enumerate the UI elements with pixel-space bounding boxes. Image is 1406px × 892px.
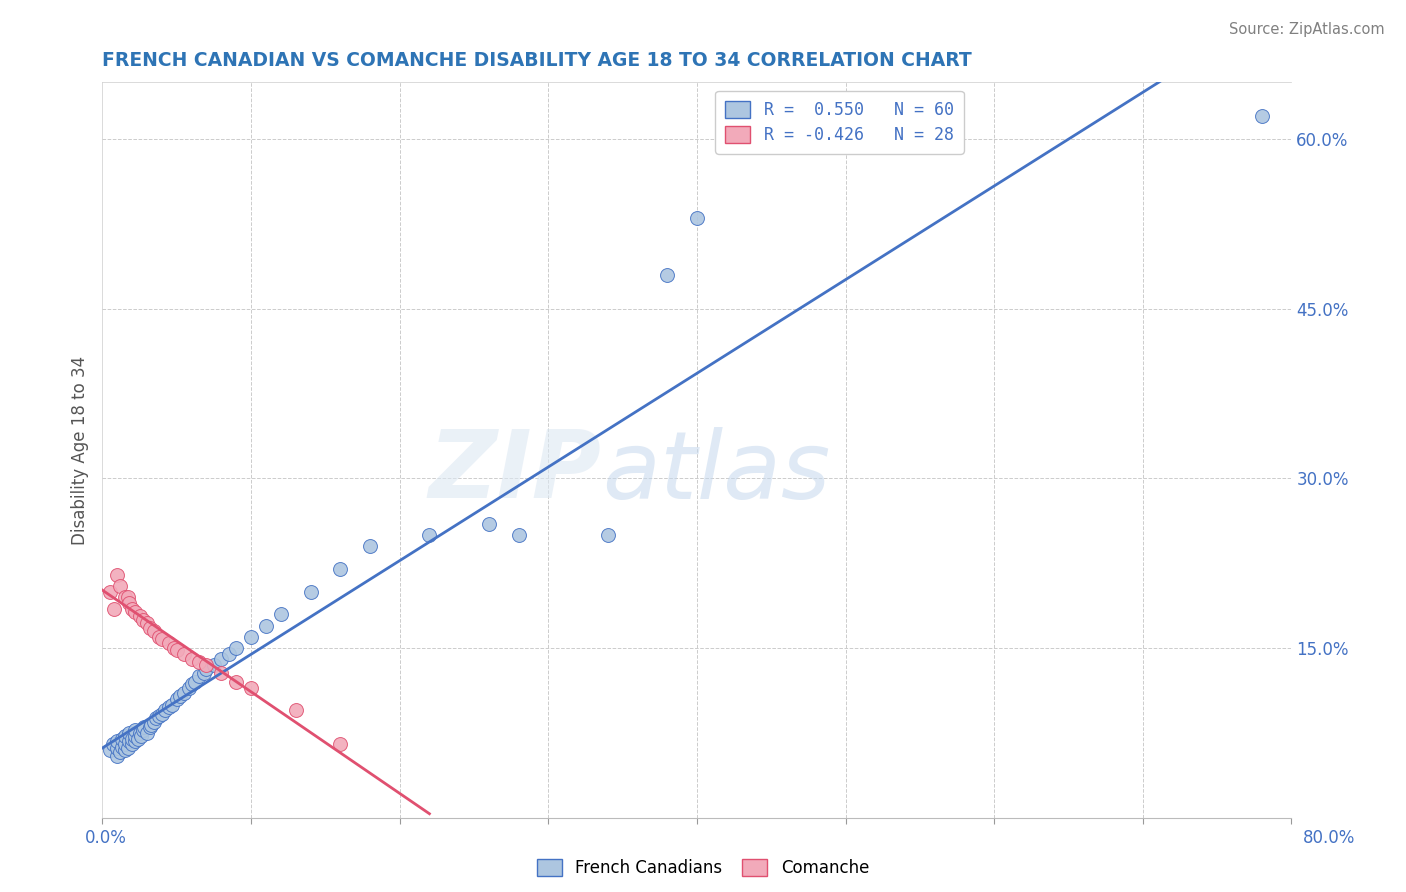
Point: [162, 698, 184, 712]
Point: [153, 703, 176, 717]
Point: [209, 652, 232, 666]
Point: [195, 661, 218, 675]
Point: [124, 730, 146, 744]
Point: [157, 700, 180, 714]
Point: [240, 630, 263, 644]
Point: [121, 601, 143, 615]
Point: [1250, 109, 1272, 123]
Text: 80.0%: 80.0%: [1302, 829, 1355, 847]
Point: [299, 584, 322, 599]
Point: [686, 211, 709, 226]
Point: [359, 539, 381, 553]
Point: [118, 734, 141, 748]
Point: [148, 630, 170, 644]
Point: [143, 714, 166, 729]
Point: [166, 692, 188, 706]
Point: [284, 703, 307, 717]
Point: [121, 731, 143, 746]
Point: [218, 647, 240, 661]
Point: [131, 613, 153, 627]
Point: [329, 562, 352, 576]
Point: [118, 596, 141, 610]
Point: [110, 745, 132, 759]
Point: [124, 723, 146, 737]
Point: [111, 739, 134, 754]
Point: [141, 718, 163, 732]
Point: [110, 579, 132, 593]
Point: [418, 528, 440, 542]
Point: [114, 591, 136, 605]
Text: Source: ZipAtlas.com: Source: ZipAtlas.com: [1229, 22, 1385, 37]
Point: [188, 669, 211, 683]
Point: [105, 748, 128, 763]
Point: [166, 643, 188, 657]
Point: [254, 618, 277, 632]
Point: [114, 743, 136, 757]
Point: [202, 658, 225, 673]
Point: [98, 743, 121, 757]
Point: [209, 666, 232, 681]
Point: [596, 528, 619, 542]
Point: [114, 730, 136, 744]
Point: [173, 647, 195, 661]
Point: [329, 737, 352, 751]
Point: [163, 641, 186, 656]
Point: [128, 609, 150, 624]
Point: [117, 591, 139, 605]
Point: [118, 726, 141, 740]
Point: [145, 711, 167, 725]
Point: [127, 731, 149, 746]
Point: [139, 621, 162, 635]
Point: [136, 616, 159, 631]
Legend: French Canadians, Comanche: French Canadians, Comanche: [530, 852, 876, 884]
Text: atlas: atlas: [602, 426, 830, 517]
Point: [193, 666, 215, 681]
Point: [121, 737, 143, 751]
Point: [98, 584, 121, 599]
Point: [105, 567, 128, 582]
Point: [225, 675, 247, 690]
Point: [124, 734, 146, 748]
Point: [169, 689, 191, 703]
Legend: R =  0.550   N = 60, R = -0.426   N = 28: R = 0.550 N = 60, R = -0.426 N = 28: [716, 91, 963, 153]
Point: [105, 734, 128, 748]
Point: [657, 268, 679, 282]
Point: [128, 726, 150, 740]
Point: [124, 605, 146, 619]
Point: [225, 641, 247, 656]
Point: [143, 624, 166, 639]
Point: [129, 730, 152, 744]
Point: [101, 737, 124, 751]
Text: FRENCH CANADIAN VS COMANCHE DISABILITY AGE 18 TO 34 CORRELATION CHART: FRENCH CANADIAN VS COMANCHE DISABILITY A…: [103, 51, 972, 70]
Point: [188, 655, 211, 669]
Point: [177, 681, 200, 695]
Point: [173, 686, 195, 700]
Point: [114, 737, 136, 751]
Point: [136, 726, 159, 740]
Text: ZIP: ZIP: [429, 426, 602, 518]
Point: [478, 516, 501, 531]
Point: [195, 658, 218, 673]
Point: [150, 706, 173, 721]
Point: [105, 740, 128, 755]
Point: [240, 681, 263, 695]
Point: [157, 635, 180, 649]
Point: [132, 720, 155, 734]
Text: 0.0%: 0.0%: [84, 829, 127, 847]
Point: [103, 601, 125, 615]
Point: [270, 607, 292, 622]
Point: [148, 709, 170, 723]
Point: [139, 720, 162, 734]
Point: [508, 528, 530, 542]
Point: [131, 723, 153, 737]
Point: [180, 652, 202, 666]
Point: [180, 677, 202, 691]
Y-axis label: Disability Age 18 to 34: Disability Age 18 to 34: [72, 356, 89, 545]
Point: [117, 740, 139, 755]
Point: [111, 731, 134, 746]
Point: [183, 675, 205, 690]
Point: [150, 632, 173, 647]
